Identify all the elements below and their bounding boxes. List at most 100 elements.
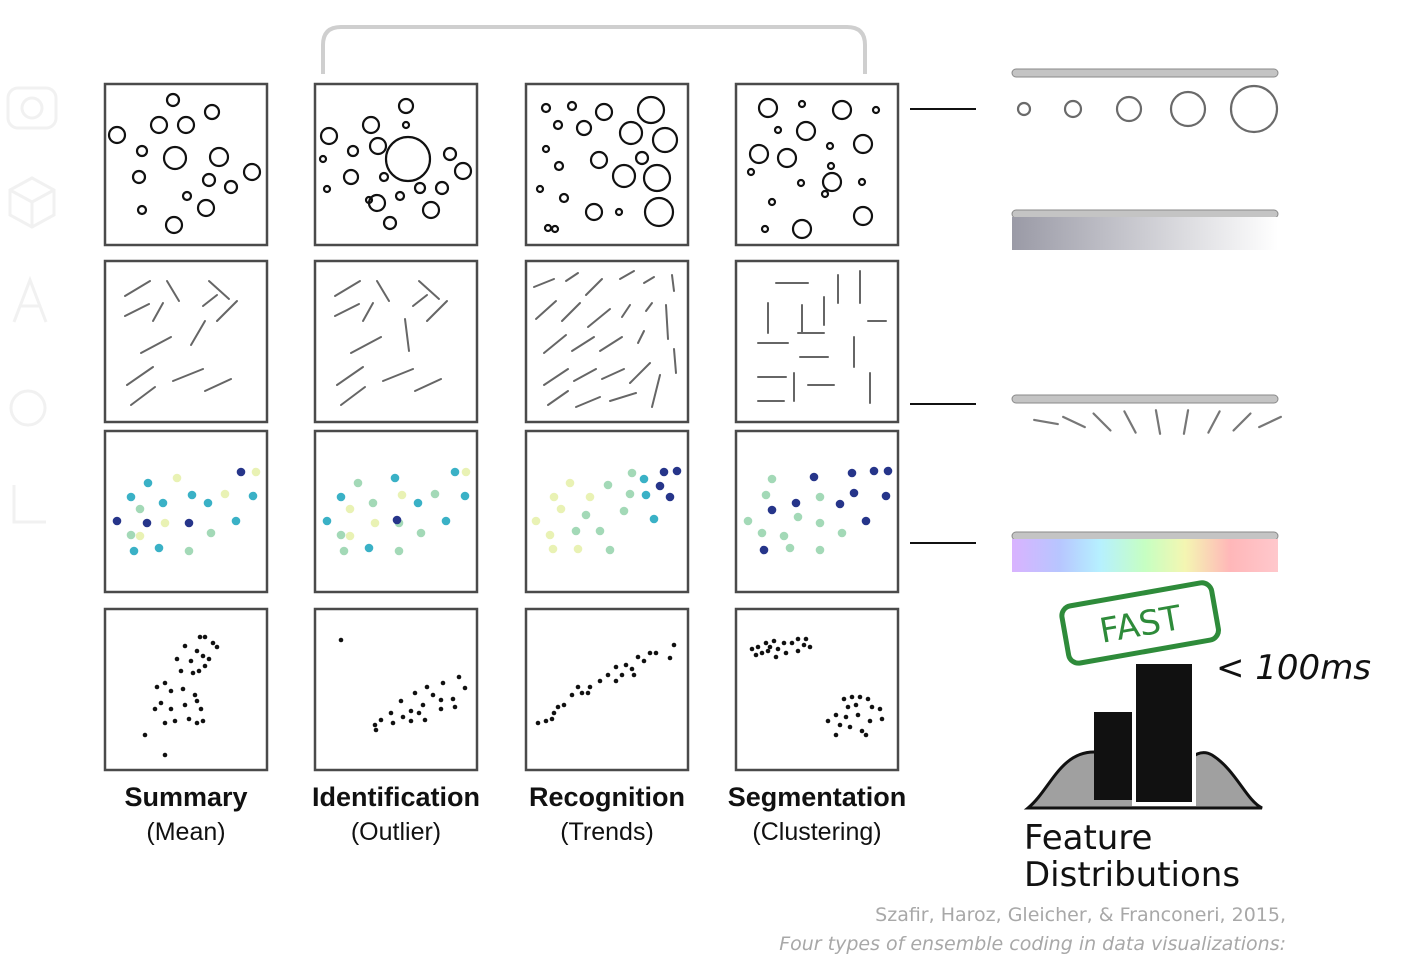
color-dot (639, 474, 649, 484)
size-circle (797, 99, 807, 109)
color-dot (556, 504, 566, 514)
fast-stamp-border (1059, 580, 1221, 666)
position-dot (597, 678, 603, 684)
feature-distributions-line2: Distributions (1024, 855, 1241, 895)
orientation-line (404, 318, 410, 352)
position-dot (879, 716, 885, 722)
size-circle (589, 150, 609, 170)
feature-distributions-line1: Feature (1024, 818, 1153, 858)
color-dot (641, 490, 651, 500)
orientation-line (362, 302, 374, 322)
size-circle (176, 115, 196, 135)
size-circle (821, 171, 843, 193)
panel-frame (524, 259, 690, 424)
position-dot (667, 655, 673, 661)
position-dot (803, 636, 809, 642)
position-dot (390, 720, 396, 726)
position-dot (619, 672, 625, 678)
color-dot (779, 531, 789, 541)
panel-frame (734, 429, 900, 594)
size-circle (642, 163, 672, 193)
orientation-line (643, 276, 655, 284)
color-dot (135, 531, 145, 541)
hue-gradient (1012, 539, 1278, 572)
color-dot (595, 526, 605, 536)
orientation-line (609, 392, 637, 402)
color-dot (625, 489, 635, 499)
position-dot (440, 680, 446, 686)
position-dot (613, 678, 619, 684)
size-circle (318, 154, 328, 164)
color-dot (861, 516, 871, 526)
size-circle (149, 115, 169, 135)
column-title-segmentation: Segmentation (727, 782, 907, 812)
column-title-identification: Identification (312, 782, 480, 812)
orientation-line (336, 366, 364, 386)
size-circle (558, 192, 570, 204)
orientation-line (671, 274, 675, 292)
orientation-line (543, 334, 567, 354)
orientation-line (426, 300, 448, 322)
size-circle (643, 196, 675, 228)
orientation-line (565, 272, 579, 282)
position-dot (438, 697, 444, 703)
feature-legend: FAST (1011, 68, 1282, 810)
size-circle (535, 184, 545, 194)
orientation-line (334, 280, 361, 297)
position-dot (194, 698, 200, 704)
position-dot (575, 684, 581, 690)
size-circle (453, 161, 473, 181)
panel-position-segmentation (734, 607, 900, 772)
position-dot (430, 692, 436, 698)
position-dot (635, 654, 641, 660)
panel-orientation-segmentation (734, 259, 900, 424)
position-dot (210, 640, 216, 646)
size-circle (201, 172, 217, 188)
color-dot (413, 498, 423, 508)
size-circle (242, 162, 262, 182)
color-dot (441, 516, 451, 526)
size-circle (767, 197, 777, 207)
position-dot (763, 640, 769, 646)
color-dot (203, 498, 213, 508)
legend-shelf (1011, 394, 1279, 404)
orientation-line (561, 302, 581, 322)
orientation-line (140, 336, 172, 354)
position-dot (759, 650, 765, 656)
orientation-line (601, 368, 625, 380)
color-dot (322, 516, 332, 526)
size-circle (634, 150, 650, 166)
orientation-line (126, 366, 154, 386)
line-icon (12, 485, 46, 524)
size-circle (826, 161, 836, 171)
position-dot (867, 718, 873, 724)
orientation-line (547, 390, 569, 406)
color-dot (184, 518, 194, 528)
orientation-line (629, 362, 651, 384)
size-circle (164, 215, 184, 235)
position-dot (142, 732, 148, 738)
size-circle (181, 190, 193, 202)
column-title-recognition: Recognition (529, 782, 685, 812)
color-dot (581, 510, 591, 520)
orientation-line (575, 396, 601, 408)
orientation-line (204, 378, 232, 392)
position-dot (755, 644, 761, 650)
color-dot (126, 530, 136, 540)
position-dot (579, 690, 585, 696)
orientation-legend-line (1033, 418, 1059, 426)
size-circle (651, 126, 679, 154)
color-dot (793, 512, 803, 522)
size-circle (136, 204, 148, 216)
orientation-line (216, 300, 238, 322)
panel-frame (313, 259, 479, 424)
color-dot (220, 489, 230, 499)
position-dot (843, 714, 849, 720)
position-dot (186, 716, 192, 722)
panel-size-identification (313, 82, 479, 247)
size-circle (760, 224, 770, 234)
position-dot (400, 714, 406, 720)
size-circle (107, 125, 127, 145)
color-dot (184, 546, 194, 556)
panel-orientation-recognition (524, 259, 690, 424)
